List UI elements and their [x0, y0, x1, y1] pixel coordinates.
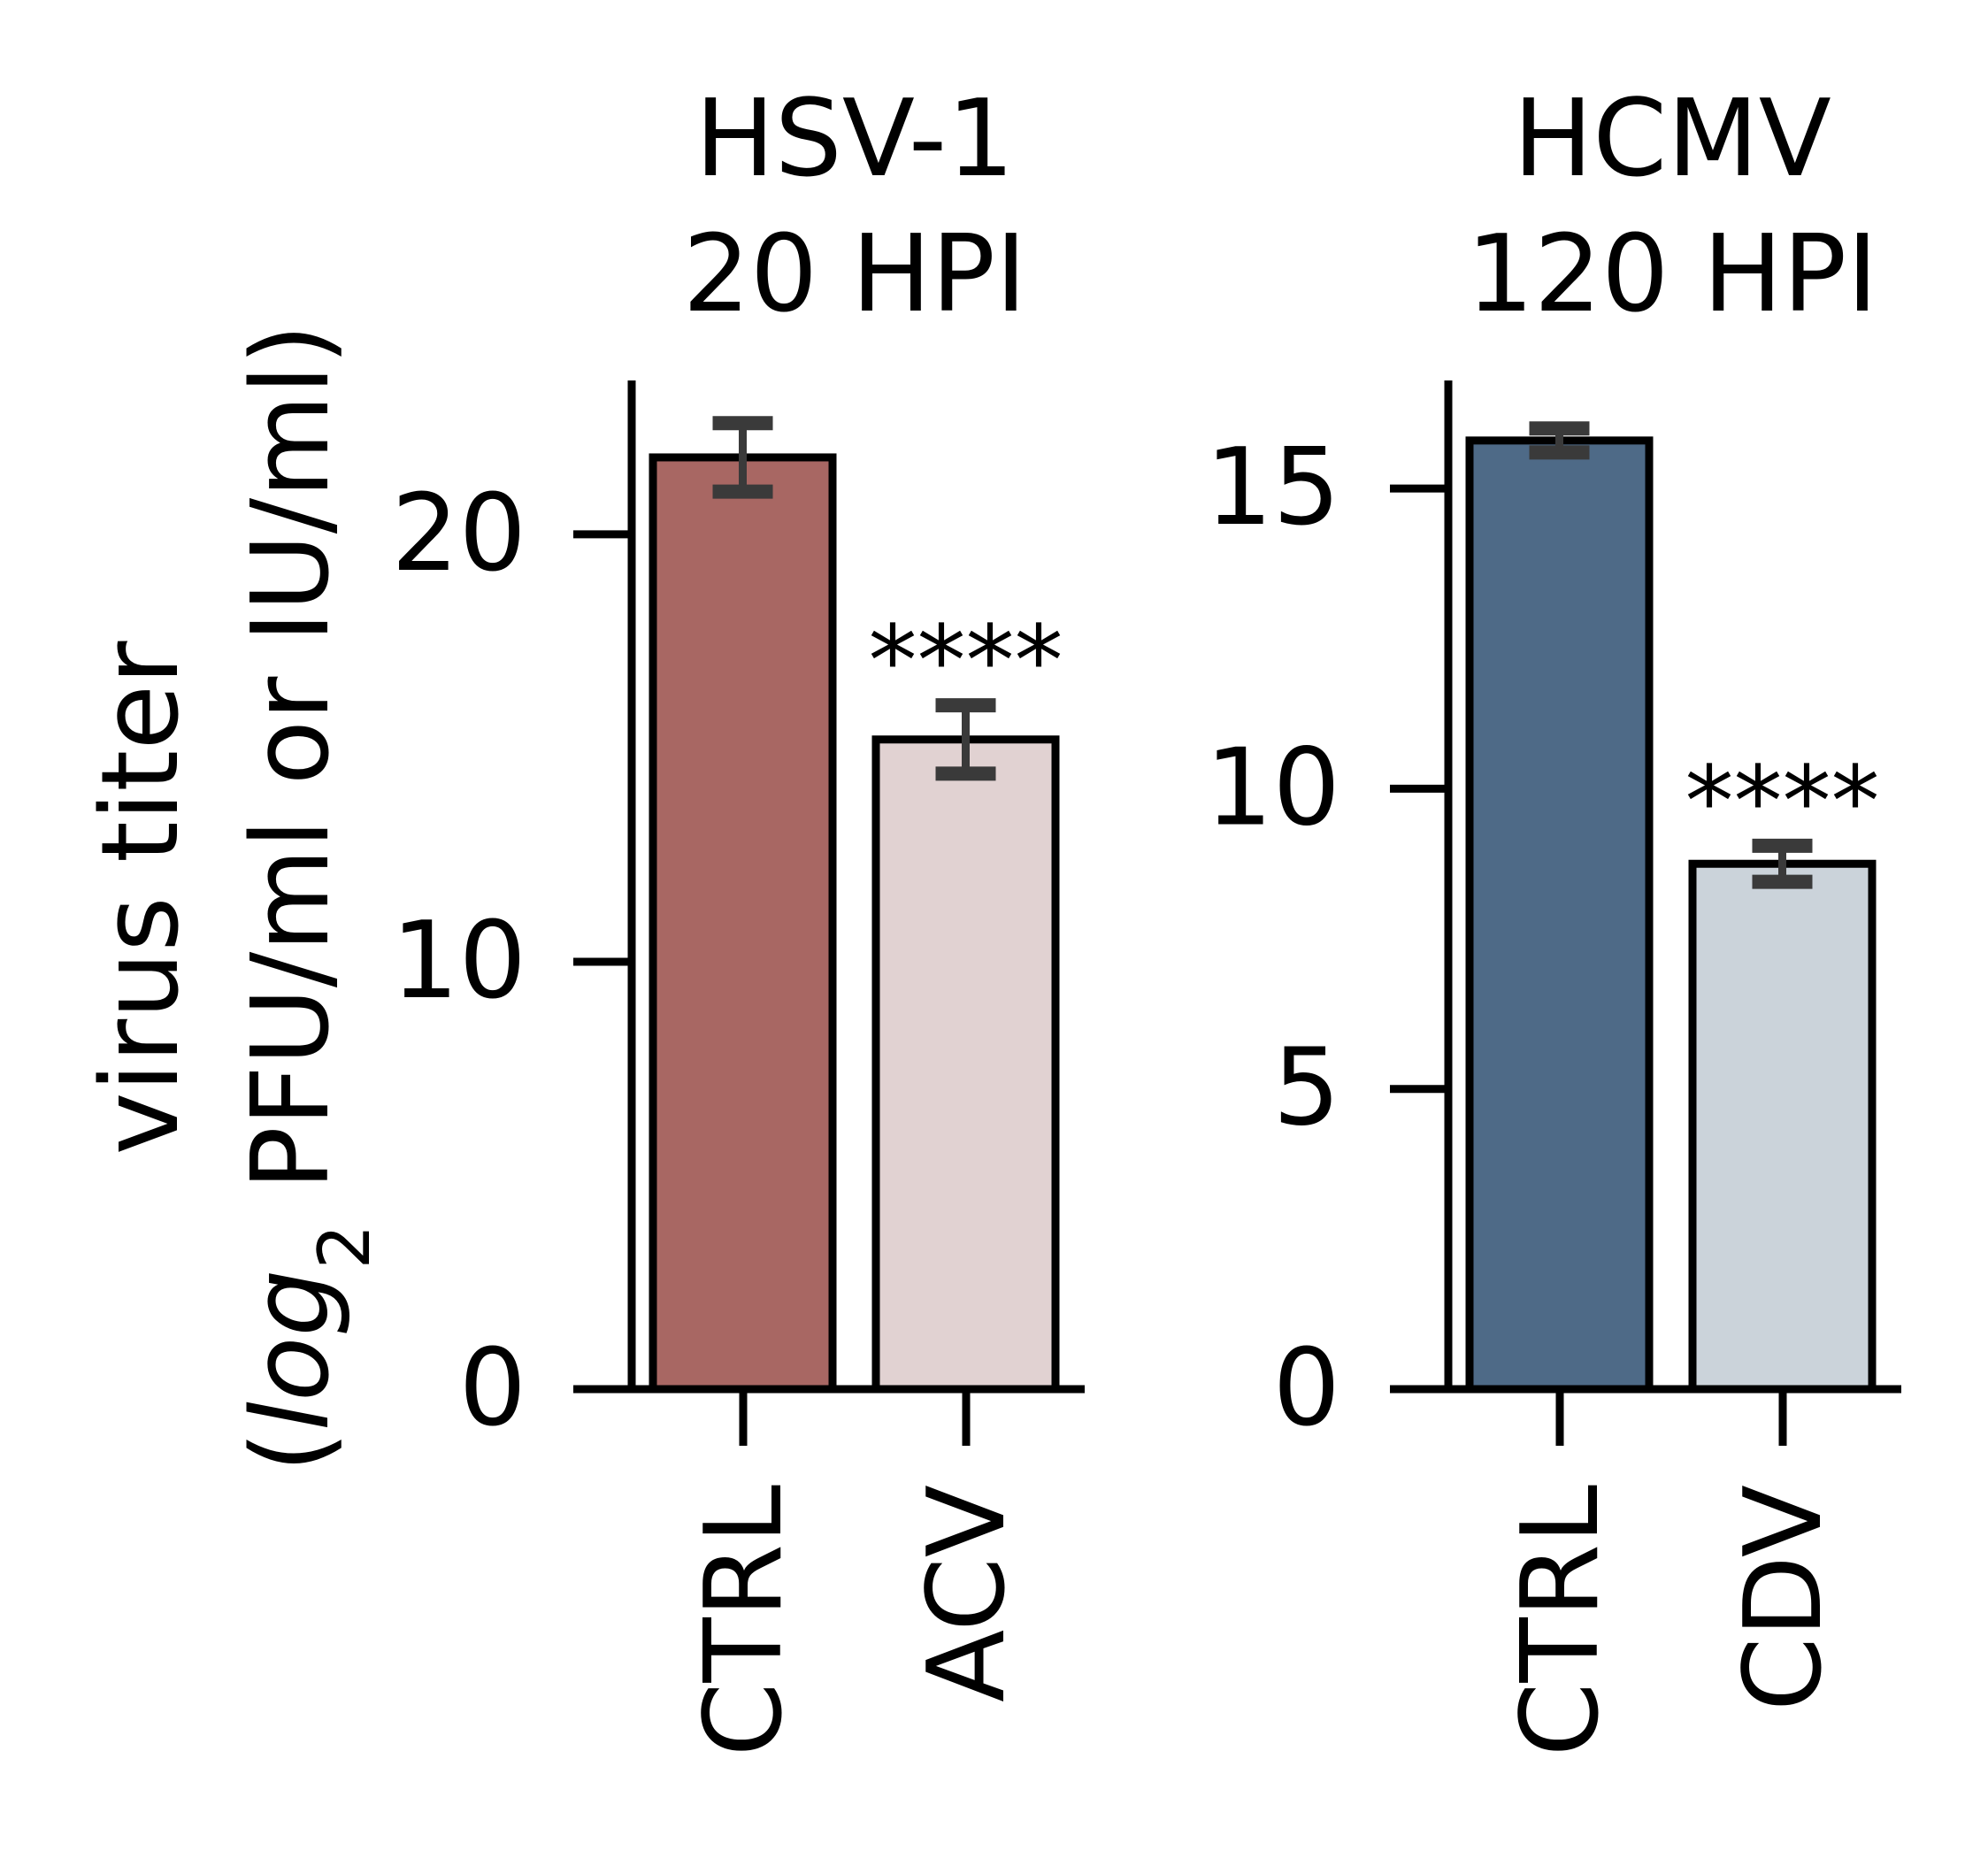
x-tick-label-ctrl: CTRL	[1500, 1485, 1623, 1756]
bar-ctrl	[1465, 436, 1654, 1394]
x-tick-label-ctrl: CTRL	[683, 1485, 806, 1756]
bar-ctrl	[649, 453, 837, 1394]
y-axis-label-line2: (log2 PFU/ml or IU/ml)	[230, 324, 386, 1472]
y-axis-label-log-base: 2	[303, 1225, 386, 1270]
y-axis-label-log: log	[230, 1269, 353, 1431]
y-tick-label: 20	[391, 472, 526, 595]
panel-title-line-1: HSV-1	[695, 78, 1014, 201]
panel-title-line-1: HCMV	[1513, 78, 1831, 201]
y-tick-label: 0	[459, 1327, 526, 1450]
y-tick-label: 10	[391, 900, 526, 1023]
x-tick-label-acv: ACV	[906, 1485, 1029, 1702]
shared-y-axis-label-units: (log2 PFU/ml or IU/ml)	[230, 324, 386, 1472]
shared-y-axis-label: virus titer	[80, 641, 203, 1156]
y-tick-label: 0	[1273, 1327, 1340, 1450]
y-axis-label-open-paren: (	[230, 1431, 353, 1472]
x-tick-label-cdv: CDV	[1723, 1485, 1846, 1711]
panel-title-line-2: 20 HPI	[683, 213, 1027, 336]
y-tick-label: 5	[1273, 1027, 1340, 1150]
bar-cdv	[1688, 859, 1877, 1394]
y-axis-label-units-text: PFU/ml or IU/ml)	[230, 324, 353, 1225]
y-tick-label: 15	[1205, 426, 1340, 549]
y-axis-label-line1: virus titer	[80, 641, 203, 1156]
y-tick-label: 10	[1205, 726, 1340, 849]
chart-panel-1: HSV-120 HPI 0 10 20 CTRL **** ACV	[391, 78, 1085, 1756]
significance-label: ****	[869, 604, 1063, 718]
panel-title-line-2: 120 HPI	[1466, 213, 1877, 336]
significance-label: ****	[1685, 745, 1880, 858]
bar-acv	[871, 735, 1060, 1394]
